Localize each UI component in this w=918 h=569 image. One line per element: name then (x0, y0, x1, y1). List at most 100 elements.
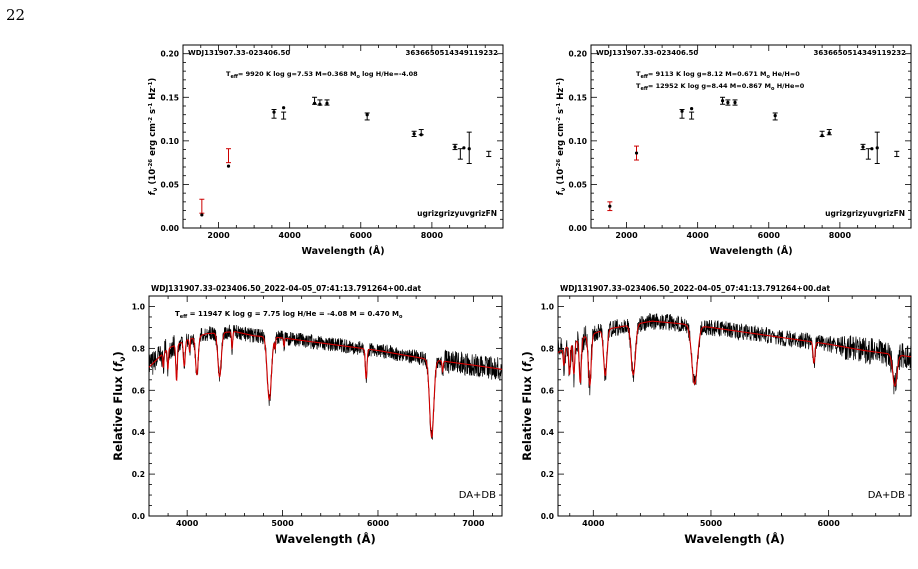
sed-right-ylabel-b: erg cm (556, 123, 566, 159)
sed-left-ylabel-e: ) (148, 78, 158, 82)
sed-right-fit-sub2: o (771, 86, 775, 92)
sed-right-fit-t: T (636, 70, 641, 78)
sed-left-model-point (272, 110, 276, 114)
spec-left-ylabel: Relative Flux (fν) (111, 351, 127, 461)
spec-right-ylabel: Relative Flux (fν) (520, 351, 536, 461)
sed-left-model-point (365, 113, 369, 117)
spec-left-ytick-label: 0.6 (132, 386, 145, 395)
sed-right-ylabel-nu: ν (560, 188, 567, 192)
sed-left-xtick-label: 8000 (421, 231, 444, 240)
spec-right-xtick-label: 5000 (700, 519, 723, 528)
spec-left-ylabel-nu: ν (118, 356, 127, 362)
sed-right-ylabel-exp3: -1 (556, 103, 562, 109)
sed-left-model-point (412, 132, 416, 136)
sed-left-ylabel-c: s (148, 109, 158, 117)
sed-right-axes: 2000 4000 6000 8000 0.00 0.05 0.10 0.15 0.20 WDJ1… (556, 44, 912, 257)
sed-right-xtick-label: 6000 (758, 231, 781, 240)
sed-left-model-point (226, 164, 231, 168)
spec-left-fit-sub2: o (399, 314, 403, 320)
spec-left-ylabel-f: f (111, 360, 125, 367)
spec-left-xtick-label: 5000 (271, 519, 294, 528)
sed-right-ylabel-e: ) (556, 78, 566, 82)
sed-right-ytick-label: 0.10 (568, 137, 587, 146)
sed-left-ylabel-exp4: -1 (148, 81, 154, 87)
sed-left-model-point (318, 102, 322, 106)
sed-right-fit-label-2: Teff= 12952 K log g=8.44 M=0.867 Mo H/He… (636, 82, 805, 92)
spec-right-ytick-label: 0.4 (541, 428, 554, 437)
spec-left-ytick-label: 0.8 (132, 344, 145, 353)
spec-right-class-label: DA+DB (868, 490, 905, 501)
sed-right-model-point (680, 109, 684, 113)
spec-right-title: WDJ131907.33-023406.50_2022-04-05_07:41:… (560, 284, 831, 293)
sed-left-ylabel-b: erg cm (148, 123, 158, 159)
sed-left-model-point (453, 145, 457, 149)
sed-left-ylabel-exp3: -1 (148, 103, 154, 109)
spec-left-model-spectrum (148, 331, 502, 438)
spec-right-model-spectrum (557, 320, 912, 388)
sed-right-filters-label: ugrizgrizyuvgrizFN (825, 209, 905, 218)
spec-left-ytick-label: 0.2 (132, 470, 145, 479)
sed-right-xtick-label: 2000 (615, 231, 638, 240)
sed-right-model-point (634, 151, 639, 155)
spec-right-ylabel-f: f (520, 360, 534, 367)
sed-right-fit-end: H/He=0 (774, 82, 804, 90)
sed-left-object-label: WDJ131907.33-023406.50 (188, 49, 290, 57)
spec-right-xtick-label: 4000 (582, 519, 605, 528)
spec-left-ytick-label: 1.0 (132, 302, 145, 311)
sed-right-xtick-label: 8000 (829, 231, 852, 240)
sed-right-fit-mid: = 12952 K log g=8.44 M=0.867 M (648, 82, 771, 90)
sed-right-model-point (875, 146, 879, 150)
sed-left-ylabel-f: f (148, 190, 158, 195)
spec-left-observed-spectrum (148, 324, 503, 440)
spec-left-frame (148, 295, 503, 517)
spec-left-axes: 4000 5000 6000 7000 0.0 0.2 0.4 0.6 0.8 1.0 WDJ131… (111, 284, 503, 546)
sed-left-ylabel-exp2: -2 (148, 117, 154, 123)
sed-left-filters-label: ugrizgrizyuvgrizFN (417, 209, 497, 218)
sed-right-fit-sub2: o (766, 74, 770, 80)
sed-right-ytick-label: 0.05 (568, 180, 587, 189)
sed-right-model-point (690, 107, 694, 111)
sed-left-ylabel-a: (10 (148, 169, 158, 188)
sed-right-ylabel-exp2: -2 (556, 117, 562, 123)
sed-right-ytick-label: 0.15 (568, 93, 587, 102)
spec-right-ylabel-close: ) (520, 351, 534, 356)
sed-left-axes: 2000 4000 6000 8000 0.00 0.05 0.10 0.15 0.20 WDJ1… (148, 44, 504, 257)
sed-right-model-point (820, 134, 824, 138)
sed-right-xtick-label: 4000 (687, 231, 710, 240)
spec-left-ytick-label: 0.4 (132, 428, 145, 437)
sed-right-model-point (726, 100, 730, 105)
sed-right-ylabel: fν (10-26 erg cm-2 s-1 Hz-1) (556, 78, 567, 196)
spec-left-xtick-label: 4000 (176, 519, 199, 528)
sed-left-model-point (282, 106, 286, 110)
sed-right-fit-mid: = 9113 K log g=8.12 M=0.671 M (648, 70, 767, 78)
spec-left-ylabel-close: ) (111, 351, 125, 356)
sed-left-model-point (325, 101, 329, 105)
sed-right-model-point (733, 100, 737, 105)
spec-right-ytick-label: 0.8 (541, 344, 554, 353)
sed-right-fit-sub: eff (640, 86, 648, 92)
spec-right-xlabel: Wavelength (Å) (684, 531, 785, 546)
sed-left-model-point (467, 147, 471, 151)
sed-right-model-point (720, 99, 725, 103)
sed-left-fit-sub2: o (356, 74, 360, 80)
spec-left-title: WDJ131907.33-023406.50_2022-04-05_07:41:… (151, 284, 422, 293)
spec-right-axes: 4000 5000 6000 0.0 0.2 0.4 0.6 0.8 1.0 WDJ131907.… (520, 284, 912, 546)
sed-right-model-point (827, 131, 831, 135)
sed-right-model-point (861, 145, 865, 149)
sed-right-model-point (773, 113, 777, 118)
sed-left-ytick-label: 0.00 (160, 224, 179, 233)
sed-right-ytick-label: 0.00 (568, 224, 587, 233)
spec-left-ytick-label: 0.0 (132, 512, 145, 521)
spec-left-fit-mid: = 11947 K log g = 7.75 log H/He = -4.08 … (187, 310, 399, 318)
sed-left-xtick-label: 4000 (279, 231, 302, 240)
spec-left-fit-t: T (175, 310, 180, 318)
spec-right-ytick-label: 0.2 (541, 470, 554, 479)
sed-right-fit-label-1: Teff= 9113 K log g=8.12 M=0.671 Mo He/H=… (636, 70, 800, 80)
sed-left-ylabel-d: Hz (148, 88, 158, 103)
sed-right-fit-t: T (636, 82, 641, 90)
sed-left-fit-post: = 9920 K log g=7.53 M=0.368 M (238, 70, 357, 78)
sed-left-ylabel-nu: ν (152, 188, 159, 192)
sed-left-model-point (462, 146, 466, 150)
sed-left-fit-label: Teff= 9920 K log g=7.53 M=0.368 Mo log H… (226, 70, 418, 80)
